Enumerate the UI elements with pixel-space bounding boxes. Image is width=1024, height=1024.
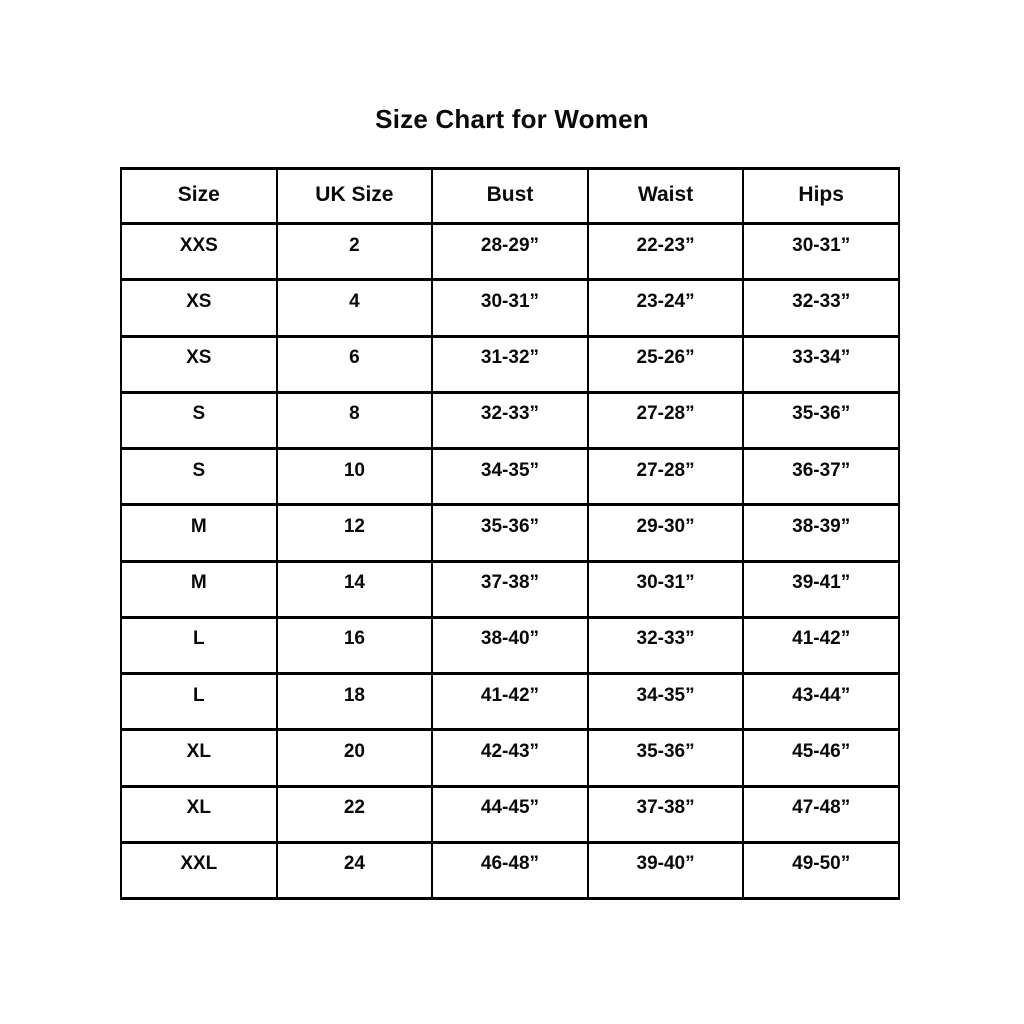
table-cell: M bbox=[120, 503, 278, 563]
table-cell: XXS bbox=[120, 221, 278, 282]
table-cell: 25-26” bbox=[586, 334, 745, 394]
table-header: Size UK Size Bust Waist Hips bbox=[120, 167, 900, 225]
table-cell: 34-35” bbox=[586, 671, 745, 732]
table-cell: 35-36” bbox=[586, 728, 745, 788]
table-body: XXS 2 28-29” 22-23” 30-31” XS 4 30-31” 23-24” 32-… bbox=[120, 221, 900, 901]
table-cell: 44-45” bbox=[431, 784, 589, 844]
table-row: XXL 24 46-48” 39-40” 49-50” bbox=[120, 840, 900, 901]
table-row: S 10 34-35” 27-28” 36-37” bbox=[120, 446, 900, 507]
table-cell: L bbox=[120, 671, 278, 732]
table-cell: 37-38” bbox=[586, 784, 745, 844]
table-cell: 16 bbox=[275, 615, 434, 676]
table-cell: 38-39” bbox=[742, 503, 900, 563]
table-cell: 30-31” bbox=[431, 278, 589, 338]
table-cell: 35-36” bbox=[431, 503, 589, 563]
table-cell: 34-35” bbox=[431, 446, 589, 507]
table-cell: 41-42” bbox=[431, 671, 589, 732]
page-title: Size Chart for Women bbox=[375, 104, 649, 134]
table-row: XXS 2 28-29” 22-23” 30-31” bbox=[120, 221, 900, 282]
table-row: XL 20 42-43” 35-36” 45-46” bbox=[120, 728, 900, 788]
table-row: XS 6 31-32” 25-26” 33-34” bbox=[120, 334, 900, 394]
table-cell: 23-24” bbox=[586, 278, 745, 338]
table-cell: XS bbox=[120, 278, 278, 338]
table-cell: 41-42” bbox=[742, 615, 900, 676]
table-cell: 20 bbox=[275, 728, 434, 788]
table-cell: 32-33” bbox=[431, 390, 589, 451]
size-chart-table-container: Size UK Size Bust Waist Hips XXS 2 28-29” 22-23… bbox=[120, 167, 900, 901]
table-cell: M bbox=[120, 559, 278, 619]
table-cell: 24 bbox=[275, 840, 434, 901]
table-cell: 28-29” bbox=[431, 221, 589, 282]
table-cell: S bbox=[120, 446, 278, 507]
table-cell: 32-33” bbox=[586, 615, 745, 676]
table-cell: 36-37” bbox=[742, 446, 900, 507]
table-cell: 22 bbox=[275, 784, 434, 844]
table-cell: XS bbox=[120, 334, 278, 394]
table-row: S 8 32-33” 27-28” 35-36” bbox=[120, 390, 900, 451]
table-row: M 14 37-38” 30-31” 39-41” bbox=[120, 559, 900, 619]
table-cell: 47-48” bbox=[742, 784, 900, 844]
table-cell: 4 bbox=[275, 278, 434, 338]
table-cell: 43-44” bbox=[742, 671, 900, 732]
table-cell: XXL bbox=[120, 840, 278, 901]
table-cell: 2 bbox=[275, 221, 434, 282]
table-cell: 38-40” bbox=[431, 615, 589, 676]
table-cell: 22-23” bbox=[586, 221, 745, 282]
table-cell: 6 bbox=[275, 334, 434, 394]
table-cell: XL bbox=[120, 784, 278, 844]
table-cell: 12 bbox=[275, 503, 434, 563]
table-row: L 16 38-40” 32-33” 41-42” bbox=[120, 615, 900, 676]
table-cell: 49-50” bbox=[742, 840, 900, 901]
table-cell: 18 bbox=[275, 671, 434, 732]
table-cell: L bbox=[120, 615, 278, 676]
table-cell: 27-28” bbox=[586, 446, 745, 507]
table-cell: 8 bbox=[275, 390, 434, 451]
table-cell: S bbox=[120, 390, 278, 451]
table-cell: 14 bbox=[275, 559, 434, 619]
table-cell: 33-34” bbox=[742, 334, 900, 394]
header-row: Size UK Size Bust Waist Hips bbox=[120, 167, 900, 225]
table-row: L 18 41-42” 34-35” 43-44” bbox=[120, 671, 900, 732]
size-chart-table: Size UK Size Bust Waist Hips XXS 2 28-29” 22-23… bbox=[120, 167, 900, 901]
table-cell: 42-43” bbox=[431, 728, 589, 788]
column-header-waist: Waist bbox=[586, 167, 745, 225]
table-cell: 37-38” bbox=[431, 559, 589, 619]
table-cell: 46-48” bbox=[431, 840, 589, 901]
table-cell: 39-41” bbox=[742, 559, 900, 619]
table-cell: 35-36” bbox=[742, 390, 900, 451]
table-cell: 27-28” bbox=[586, 390, 745, 451]
table-row: XL 22 44-45” 37-38” 47-48” bbox=[120, 784, 900, 844]
table-cell: 30-31” bbox=[742, 221, 900, 282]
column-header-bust: Bust bbox=[431, 167, 589, 225]
column-header-size: Size bbox=[120, 167, 278, 225]
column-header-hips: Hips bbox=[742, 167, 900, 225]
table-cell: 39-40” bbox=[586, 840, 745, 901]
table-cell: XL bbox=[120, 728, 278, 788]
table-cell: 30-31” bbox=[586, 559, 745, 619]
table-cell: 10 bbox=[275, 446, 434, 507]
table-cell: 29-30” bbox=[586, 503, 745, 563]
table-cell: 31-32” bbox=[431, 334, 589, 394]
column-header-uk-size: UK Size bbox=[275, 167, 434, 225]
table-row: M 12 35-36” 29-30” 38-39” bbox=[120, 503, 900, 563]
table-cell: 45-46” bbox=[742, 728, 900, 788]
table-cell: 32-33” bbox=[742, 278, 900, 338]
table-row: XS 4 30-31” 23-24” 32-33” bbox=[120, 278, 900, 338]
